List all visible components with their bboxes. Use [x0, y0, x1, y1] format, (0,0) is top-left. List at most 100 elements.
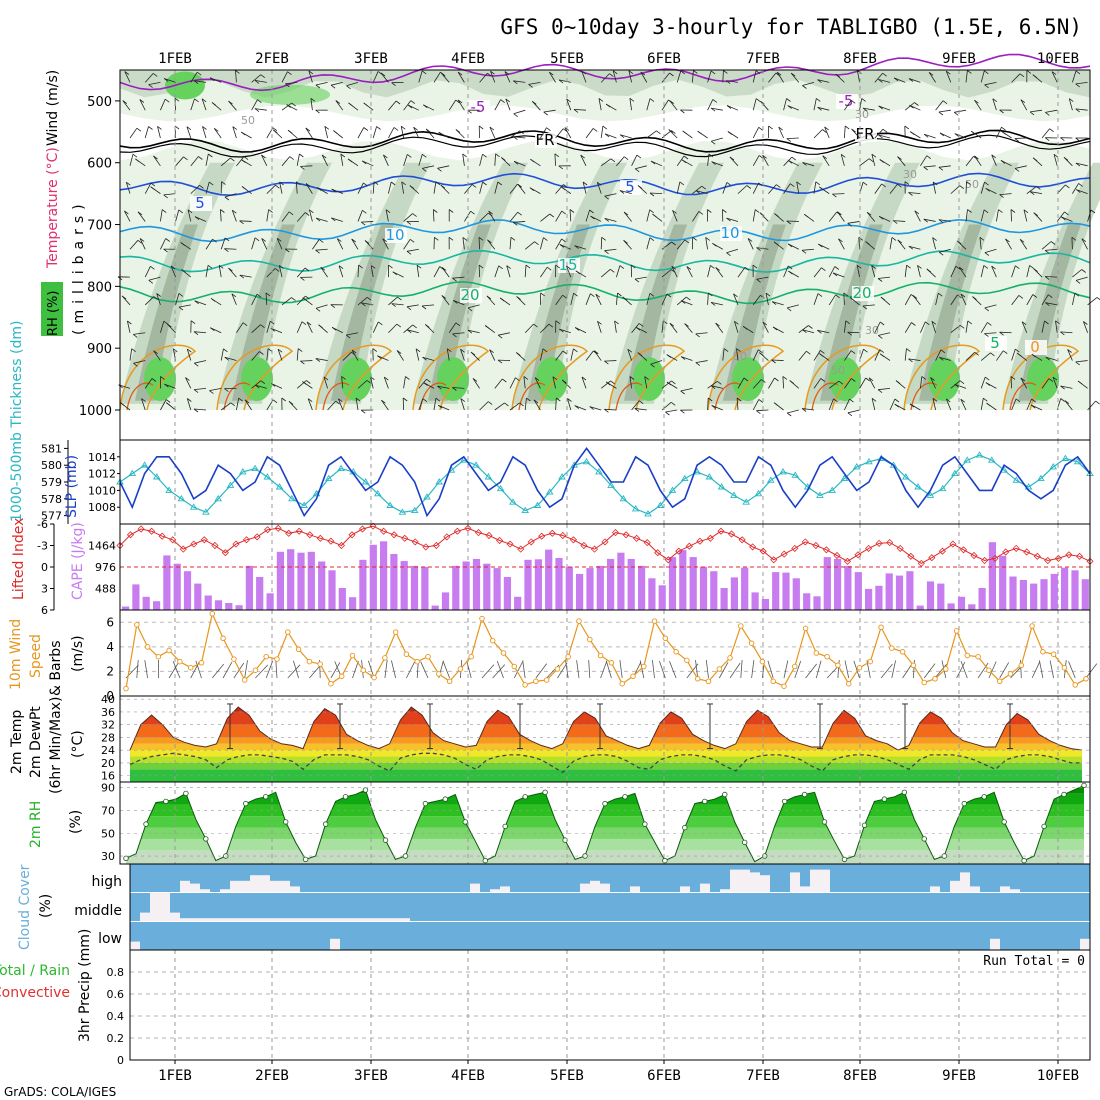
wind-barb: [1064, 400, 1073, 411]
wind-barb-flag: [669, 322, 675, 327]
cape-bar: [297, 552, 305, 610]
wind-barb-flag: [165, 238, 170, 242]
cape-bar: [163, 555, 171, 610]
wind-barb-flag: [452, 277, 457, 282]
wind-barb-flag: [707, 209, 712, 213]
wind-barb-flag: [879, 353, 885, 358]
wind-barb: [597, 321, 602, 333]
rh-plume-dark: [919, 224, 982, 401]
wind-barb-flag: [680, 390, 685, 395]
wind-barb-flag: [137, 211, 143, 216]
isotherm-label-bg: [535, 133, 557, 148]
wind-marker: [554, 666, 561, 672]
wind-barb: [505, 98, 511, 111]
wind-barb-flag: [818, 243, 823, 248]
thickness-marker: [337, 464, 345, 472]
wind-barb: [506, 265, 511, 278]
wind-barb-flag: [397, 296, 402, 301]
wind-barb-flag: [892, 220, 898, 224]
wind-barb-flag: [489, 126, 495, 131]
wind-barb-flag: [440, 184, 446, 189]
isotherm-label: 5: [625, 178, 635, 196]
wind-barb-flag: [729, 156, 735, 161]
lifted-marker: [917, 559, 925, 567]
wind-barb-flag: [623, 156, 629, 161]
wind-barb-flag: [733, 293, 738, 298]
wind-barb-flag: [275, 184, 280, 189]
wind-barb: [281, 156, 291, 167]
wind-barb: [144, 660, 148, 679]
wind-barb-flag: [758, 399, 764, 403]
wind-barb: [309, 209, 313, 222]
rh-plume-dark: [428, 224, 491, 401]
wind-barb-flag: [1029, 265, 1034, 269]
wind-barb-flag: [908, 245, 914, 250]
wind-barb: [144, 266, 151, 278]
millibars-label: (millibars): [71, 198, 87, 335]
wind-barb-flag: [552, 376, 558, 381]
wind-barb: [650, 360, 663, 365]
wind-barb: [175, 156, 184, 167]
wind-barb: [838, 238, 845, 250]
cape-bar: [957, 596, 966, 610]
wind-barb-flag: [894, 403, 899, 408]
wind-barb-flag: [230, 402, 236, 407]
wind-barb: [991, 265, 997, 278]
wind-barb: [534, 377, 541, 389]
wind-barb-flag: [634, 278, 640, 283]
wind-barb: [209, 77, 222, 83]
wind-barb-flag: [533, 399, 539, 404]
dewpoint-line: [129, 752, 1082, 774]
wind-barb: [1075, 108, 1088, 111]
wind-barb-flag: [210, 298, 216, 302]
wind-barb: [494, 153, 496, 166]
wind-barb-flag: [1033, 212, 1039, 217]
wind-barb: [186, 348, 192, 361]
rh-marker: [602, 800, 608, 807]
wind-barb: [403, 324, 413, 334]
wind-marker: [533, 678, 539, 685]
wind-barb: [533, 399, 541, 411]
wind-barb-flag: [589, 406, 594, 410]
wind-barb-flag: [744, 266, 750, 271]
lifted-marker: [886, 539, 894, 547]
wind-barb: [321, 154, 328, 166]
wind-barb: [771, 301, 784, 306]
wind-barb-flag: [1075, 137, 1080, 142]
wind-barb-flag: [378, 321, 383, 326]
cape-bar: [431, 605, 439, 610]
wind-barb-flag: [120, 402, 125, 407]
wind-barb-flag: [309, 209, 314, 214]
wind-barb-flag: [787, 243, 793, 248]
wind-barb-flag: [1090, 209, 1096, 214]
wind-barb: [681, 300, 693, 306]
wind-barb-flag: [198, 156, 203, 160]
lifted-marker: [907, 552, 915, 560]
wind-barb-flag: [202, 126, 207, 130]
cape-bar: [462, 561, 470, 610]
wind-barb: [331, 81, 343, 86]
wind-marker: [597, 652, 604, 659]
wind-barb: [1087, 400, 1096, 411]
date-tick-bottom: 7FEB: [746, 1068, 780, 1084]
wind-marker: [144, 644, 151, 650]
wind-barb: [124, 210, 131, 222]
wind-barb-flag: [726, 105, 732, 109]
wind-barb-flag: [684, 323, 689, 327]
wind-barb: [705, 237, 708, 250]
cloud-bar-high: [240, 880, 250, 892]
cape-bar: [194, 583, 202, 610]
thickness-marker: [521, 506, 529, 514]
thickness-marker: [1073, 457, 1082, 465]
rh-legend-swatch: [41, 282, 63, 336]
wind-barb: [357, 127, 365, 139]
wind-barb: [320, 266, 328, 278]
wind-barb: [175, 293, 180, 306]
cloud-bar-low: [990, 938, 1000, 950]
lifted-marker: [116, 541, 124, 550]
wind-barb: [1031, 661, 1041, 679]
wind-barb-flag: [391, 82, 396, 87]
wind-barb: [244, 660, 248, 679]
wind-barb: [194, 80, 207, 83]
